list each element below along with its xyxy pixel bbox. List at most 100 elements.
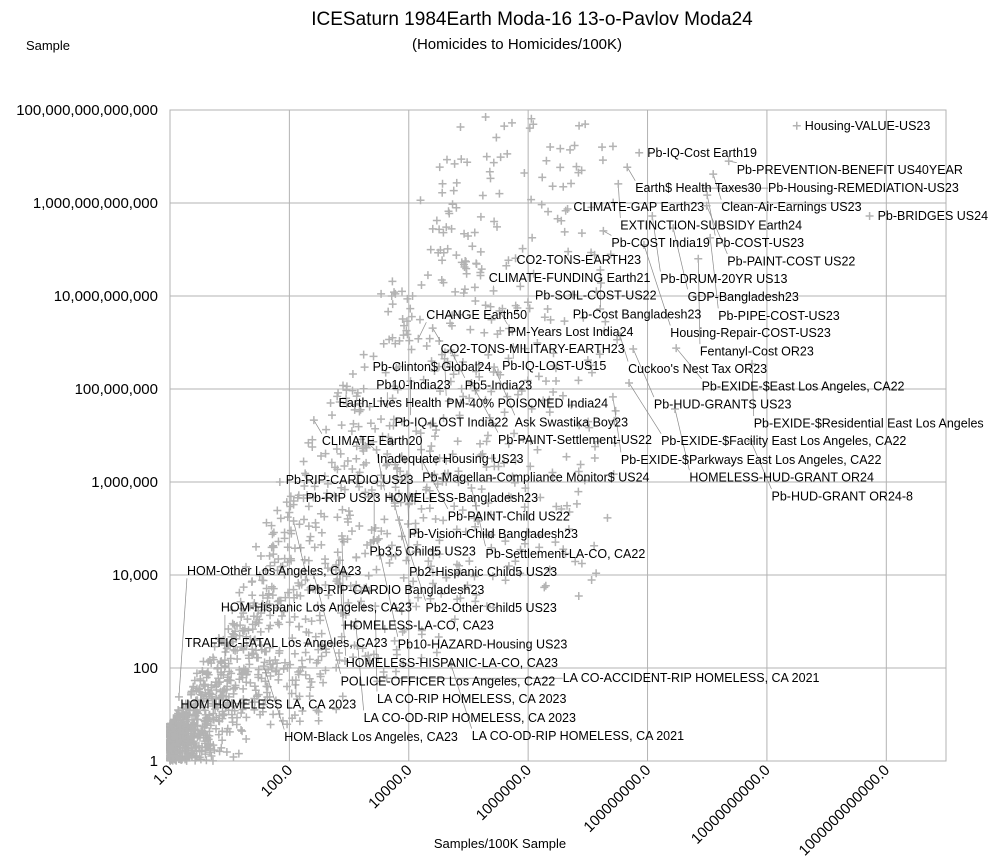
cloud-point: [237, 612, 246, 621]
cloud-point: [435, 550, 444, 559]
cloud-point: [428, 419, 437, 428]
cloud-point: [481, 395, 490, 404]
cloud-point: [430, 470, 439, 479]
cloud-point: [481, 301, 490, 310]
cloud-point: [452, 203, 461, 212]
cloud-point: [189, 738, 198, 747]
cloud-point: [489, 603, 498, 612]
cloud-point: [462, 269, 471, 278]
cloud-point: [327, 458, 336, 467]
cloud-point: [320, 472, 329, 481]
cloud-point: [413, 540, 422, 549]
cloud-point: [376, 415, 385, 424]
cloud-point: [520, 168, 529, 177]
leader-line: [376, 540, 399, 637]
cloud-point: [574, 376, 583, 385]
data-point: [220, 638, 229, 647]
cloud-point: [305, 674, 314, 683]
leader-line: [450, 349, 466, 379]
cloud-point: [422, 342, 431, 351]
cloud-point: [355, 482, 364, 491]
cloud-point: [179, 704, 188, 713]
cloud-point: [297, 656, 306, 665]
cloud-point: [191, 696, 200, 705]
cloud-point: [347, 527, 356, 536]
cloud-point: [593, 437, 602, 446]
chart-title: ICESaturn 1984Earth Moda-16 13-o-Pavlov …: [311, 9, 753, 30]
cloud-point: [283, 663, 292, 672]
cloud-point: [269, 584, 278, 593]
cloud-point: [377, 289, 386, 298]
cloud-point: [238, 626, 247, 635]
leader-line: [337, 552, 347, 656]
cloud-point: [405, 336, 414, 345]
data-label: Earth-Lives Health: [339, 396, 442, 410]
cloud-point: [538, 173, 547, 182]
cloud-point: [243, 615, 252, 624]
cloud-point: [299, 515, 308, 524]
cloud-point: [278, 562, 287, 571]
cloud-point: [606, 250, 615, 259]
cloud-point: [488, 572, 497, 581]
cloud-point: [352, 580, 361, 589]
cloud-point: [352, 392, 361, 401]
data-label: Clean-Air-Earnings US23: [721, 200, 861, 214]
cloud-point: [369, 352, 378, 361]
cloud-point: [321, 645, 330, 654]
cloud-point: [301, 471, 310, 480]
data-label: LA CO-ACCIDENT-RIP HOMELESS, CA 2021: [563, 671, 820, 685]
cloud-point: [299, 457, 308, 466]
cloud-point: [180, 710, 189, 719]
cloud-point: [385, 421, 394, 430]
cloud-point: [209, 702, 218, 711]
cloud-point: [511, 456, 520, 465]
cloud-point: [286, 502, 295, 511]
cloud-point: [533, 339, 542, 348]
cloud-point: [235, 665, 244, 674]
data-point: [373, 536, 382, 545]
data-label: Pb-HUD-GRANT OR24-8: [772, 490, 914, 504]
leader-line: [420, 459, 449, 509]
cloud-point: [253, 612, 262, 621]
cloud-point: [503, 149, 512, 158]
cloud-point: [303, 638, 312, 647]
cloud-point: [388, 300, 397, 309]
cloud-point: [389, 415, 398, 424]
cloud-point: [202, 756, 211, 765]
cloud-point: [587, 203, 596, 212]
cloud-point: [205, 731, 214, 740]
x-tick-label: 10000000000.0: [688, 762, 774, 848]
cloud-point: [504, 492, 513, 501]
cloud-point: [273, 566, 282, 575]
data-label: Pb-PAINT-Settlement-US22: [498, 433, 652, 447]
data-point: [625, 378, 634, 387]
cloud-point: [227, 698, 236, 707]
leader-line: [617, 183, 621, 219]
cloud-point: [431, 515, 440, 524]
cloud-point: [377, 397, 386, 406]
cloud-point: [239, 695, 248, 704]
cloud-point: [456, 399, 465, 408]
cloud-point: [575, 121, 584, 130]
cloud-point: [391, 460, 400, 469]
labeled-points: [174, 121, 874, 701]
leader-line: [341, 535, 345, 619]
cloud-point: [304, 522, 313, 531]
cloud-point: [263, 594, 272, 603]
x-axis-label: Samples/100K Sample: [434, 836, 566, 851]
cloud-point: [487, 387, 496, 396]
cloud-point: [426, 245, 435, 254]
data-label: CO2-TONS-EARTH23: [517, 253, 642, 267]
cloud-point: [559, 545, 568, 554]
cloud-point: [248, 645, 257, 654]
cloud-point: [507, 118, 516, 127]
cloud-point: [525, 124, 534, 133]
cloud-point: [184, 736, 193, 745]
cloud-point: [313, 601, 322, 610]
data-label: Pb-IQ-LOST India22: [395, 416, 509, 430]
cloud-point: [398, 475, 407, 484]
cloud-point: [340, 485, 349, 494]
cloud-point: [470, 283, 479, 292]
cloud-point: [609, 470, 618, 479]
cloud-point: [217, 691, 226, 700]
